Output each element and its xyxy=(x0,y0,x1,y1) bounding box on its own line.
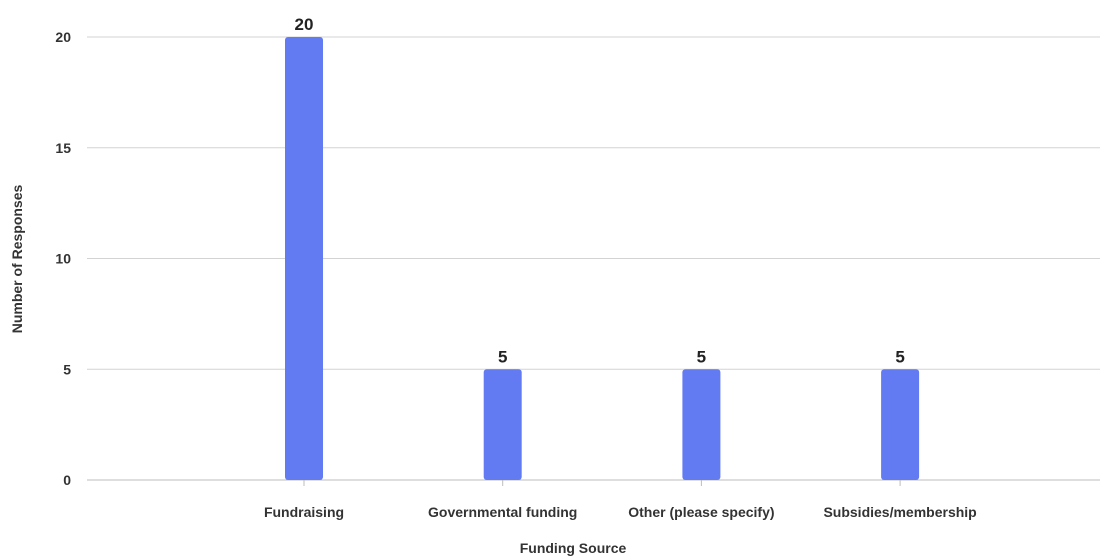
y-tick-label: 10 xyxy=(55,251,71,267)
x-tick-label: Other (please specify) xyxy=(628,504,774,520)
y-tick-label: 5 xyxy=(63,361,71,377)
bars xyxy=(285,37,920,480)
data-label: 5 xyxy=(895,347,904,366)
x-tick-label: Fundraising xyxy=(264,504,344,520)
x-axis-title: Funding Source xyxy=(520,540,627,556)
y-axis-title: Number of Responses xyxy=(9,184,25,333)
data-label: 20 xyxy=(295,15,314,34)
x-tick-label: Governmental funding xyxy=(428,504,577,520)
data-labels: 20 5 5 5 xyxy=(295,15,905,366)
y-tick-label: 20 xyxy=(55,29,71,45)
bar xyxy=(285,37,323,480)
x-tick-label: Subsidies/membership xyxy=(823,504,976,520)
data-label: 5 xyxy=(697,347,706,366)
x-axis-ticks: Fundraising Governmental funding Other (pl… xyxy=(264,480,977,520)
gridlines xyxy=(87,36,1100,481)
y-axis-ticks: 0 5 10 15 20 xyxy=(55,29,71,488)
bar xyxy=(483,369,522,480)
data-label: 5 xyxy=(498,347,507,366)
y-tick-label: 0 xyxy=(63,472,71,488)
bar xyxy=(881,369,920,480)
bar xyxy=(682,369,721,480)
y-tick-label: 15 xyxy=(55,140,71,156)
